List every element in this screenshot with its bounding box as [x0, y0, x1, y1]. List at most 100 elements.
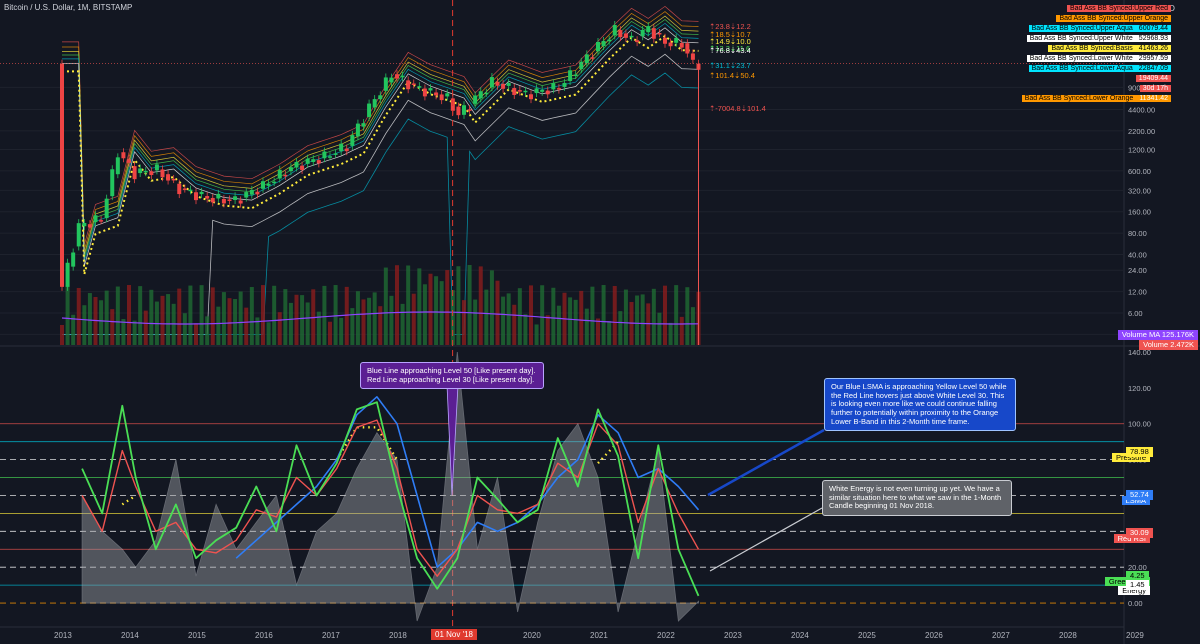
symbol-title[interactable]: Bitcoin / U.S. Dollar, 1M, BITSTAMP — [4, 3, 133, 12]
volume-bar — [238, 291, 243, 345]
volume-bar — [456, 266, 461, 345]
osc-tag-value: 78.98 — [1126, 447, 1153, 457]
volume-bar — [663, 285, 667, 345]
candle-body — [679, 42, 684, 48]
volume-bar — [618, 311, 623, 345]
candle-body — [110, 169, 115, 197]
candle-body — [255, 191, 260, 195]
volume-bar — [411, 293, 416, 345]
candle-body — [395, 74, 399, 79]
candle-body — [417, 86, 422, 88]
candle-body — [623, 33, 628, 38]
annotation-purple[interactable]: Blue Line approaching Level 50 [Like pre… — [360, 362, 544, 390]
time-axis: 2013 2014 2015 2016 2017 2018 2020 2021 2022 2023… — [0, 626, 1144, 640]
volume-bar — [316, 311, 321, 345]
candle-body — [60, 63, 64, 287]
band-stat-label: ⇡101.4⇣50.4 — [709, 71, 755, 80]
tag-value: 125.176K — [1161, 330, 1194, 339]
volume-bar — [65, 285, 70, 345]
volume-bar — [71, 314, 76, 345]
legend-row: Bad Ass BB Synced:Upper Aqua 60079.44 — [1026, 24, 1174, 34]
volume-bar — [244, 307, 249, 345]
price-tick-label: 40.00 — [1128, 250, 1147, 259]
legend-row: 19409.44 — [1133, 74, 1174, 84]
price-tick-label: 12.00 — [1128, 288, 1147, 297]
volume-bar — [194, 323, 198, 345]
volume-bar — [121, 319, 126, 345]
candle-body — [87, 224, 92, 228]
volume-bar — [255, 317, 260, 345]
volume-bar — [294, 294, 299, 345]
volume-bar — [450, 290, 455, 345]
volume-bar — [534, 324, 539, 345]
basis-line — [62, 34, 699, 275]
volume-bar — [579, 290, 584, 345]
candle-body — [484, 92, 489, 95]
time-tick-label: 2026 — [925, 631, 943, 640]
legend-value: 41463.26 — [1135, 45, 1171, 52]
legend-value: 29957.59 — [1135, 55, 1171, 62]
candle-body — [462, 105, 466, 115]
candle-body — [400, 75, 405, 78]
annotation-gray[interactable]: White Energy is not even turning up yet.… — [822, 480, 1012, 516]
legend-label: Bad Ass BB Synced:Upper Orange — [1056, 15, 1171, 22]
time-tick-label: 2014 — [121, 631, 139, 640]
candle-body — [76, 223, 81, 247]
osc-tick-label: 20.00 — [1128, 563, 1147, 572]
candle-body — [261, 181, 265, 189]
legend-label: Bad Ass BB Synced:Upper White — [1026, 35, 1136, 42]
candle-body — [523, 90, 528, 93]
candle-body — [506, 83, 511, 86]
band-stat-label: ⇡-7004.8⇣101.4 — [709, 104, 766, 113]
candle-body — [283, 174, 288, 177]
legend-value: 22847.09 — [1135, 65, 1171, 72]
candle-body — [568, 70, 573, 81]
volume-bar — [623, 289, 628, 345]
candle-body — [456, 106, 461, 116]
candle-body — [71, 252, 76, 267]
candle-body — [205, 196, 210, 199]
volume-bar — [305, 302, 310, 345]
candle-body — [674, 37, 679, 43]
band-stat-label: ⇡18.5⇣10.7 — [709, 30, 751, 39]
volume-bar — [261, 285, 265, 345]
volume-bar — [233, 299, 238, 345]
candle-body — [434, 92, 439, 96]
candle-body — [238, 200, 243, 204]
volume-bar — [540, 285, 545, 345]
volume-bar — [361, 299, 366, 345]
candle-body — [489, 77, 494, 88]
volume-bar — [685, 287, 690, 345]
price-tick-label: 80.00 — [1128, 229, 1147, 238]
annotation-purple-line-2: Red Line approaching Level 30 [Like pres… — [367, 374, 535, 384]
annotation-blue[interactable]: Our Blue LSMA is approaching Yellow Leve… — [824, 378, 1016, 432]
volume-bar — [601, 285, 606, 345]
osc-tag: Pressure — [1111, 447, 1150, 465]
volume-bar — [462, 300, 466, 345]
volume-bar — [344, 286, 349, 345]
price-tick-label: 24.00 — [1128, 266, 1147, 275]
volume-bar — [512, 304, 517, 345]
tag-value: 2.472K — [1170, 340, 1194, 349]
time-tick-label: 2025 — [858, 631, 876, 640]
volume-bar — [612, 286, 617, 345]
candle-body — [372, 99, 377, 108]
candle-body — [300, 165, 305, 170]
candle-body — [328, 156, 332, 158]
volume-bar — [143, 310, 148, 345]
volume-bar — [395, 265, 399, 345]
legend-label: Bad Ass BB Synced:Basis — [1048, 45, 1136, 52]
time-tick-label: 2015 — [188, 631, 206, 640]
candle-body — [540, 89, 545, 92]
volume-bar — [657, 312, 662, 345]
volume-bar — [529, 285, 533, 345]
volume-bar — [127, 285, 131, 345]
candle-body — [406, 80, 411, 90]
time-tick-label: 2018 — [389, 631, 407, 640]
price-tick-label: 4400.00 — [1128, 105, 1155, 114]
candle-body — [612, 24, 617, 36]
volume-bar — [596, 318, 600, 345]
volume-bar — [328, 321, 332, 345]
